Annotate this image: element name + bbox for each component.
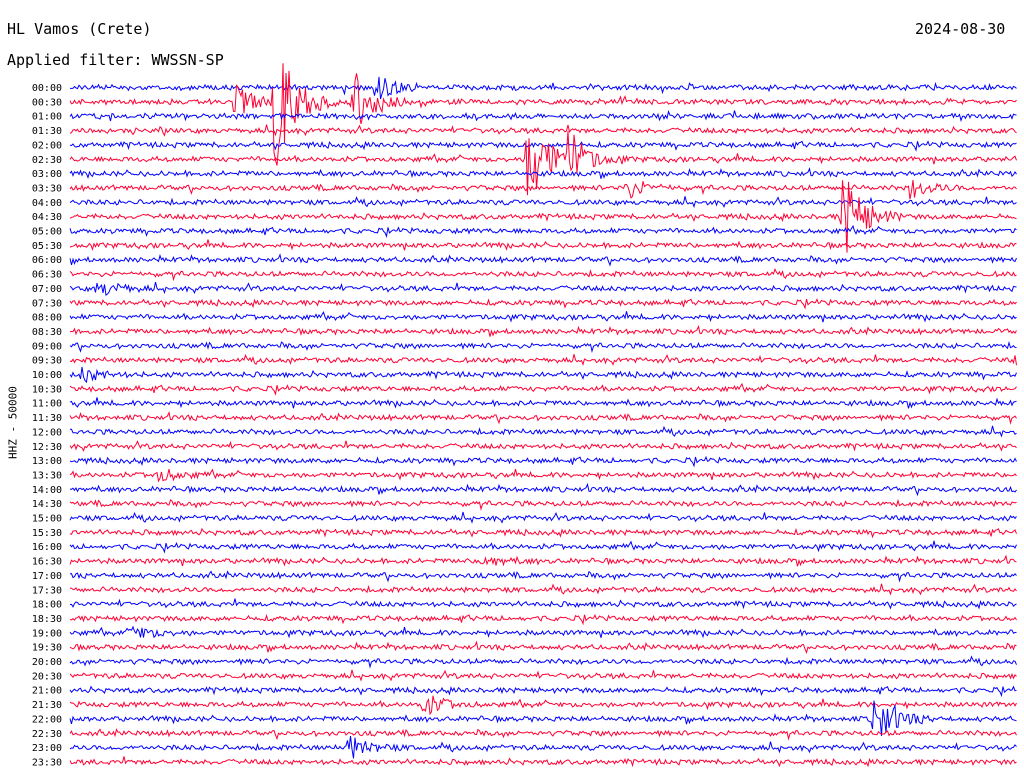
- seismic-trace: [69, 382, 1017, 396]
- time-tick-label: 00:00: [32, 83, 62, 94]
- seismic-trace: [69, 253, 1017, 267]
- time-tick-label: 12:30: [32, 442, 62, 453]
- seismic-trace: [69, 655, 1017, 669]
- seismic-trace: [69, 267, 1017, 282]
- seismic-trace: [69, 455, 1017, 468]
- time-tick-label: 16:00: [32, 542, 62, 553]
- seismic-trace: [69, 756, 1017, 768]
- seismic-trace: [69, 63, 1017, 166]
- seismic-trace: [69, 554, 1017, 567]
- time-tick-label: 14:30: [32, 499, 62, 510]
- time-tick-label: 04:00: [32, 198, 62, 209]
- seismic-trace: [69, 311, 1017, 323]
- time-tick-label: 06:00: [32, 255, 62, 266]
- time-tick-label: 19:30: [32, 643, 62, 654]
- time-tick-label: 06:30: [32, 270, 62, 281]
- time-tick-label: 12:00: [32, 427, 62, 438]
- time-tick-label: 01:00: [32, 112, 62, 123]
- seismic-trace: [69, 695, 1017, 716]
- seismic-trace: [69, 669, 1017, 682]
- time-tick-label: 20:30: [32, 671, 62, 682]
- seismic-trace: [69, 482, 1017, 497]
- time-tick-label: 19:00: [32, 628, 62, 639]
- seismic-trace: [69, 224, 1017, 238]
- time-tick-label: 13:00: [32, 456, 62, 467]
- time-tick-label: 07:30: [32, 298, 62, 309]
- time-tick-label: 08:00: [32, 313, 62, 324]
- seismic-trace: [69, 124, 1017, 137]
- seismic-trace: [69, 298, 1017, 310]
- time-tick-label: 20:00: [32, 657, 62, 668]
- time-tick-label: 16:30: [32, 557, 62, 568]
- seismic-trace: [69, 410, 1017, 425]
- seismic-trace: [69, 440, 1017, 452]
- time-tick-label: 08:30: [32, 327, 62, 338]
- seismic-trace: [69, 735, 1017, 759]
- time-tick-label: 17:30: [32, 585, 62, 596]
- seismic-trace: [69, 109, 1017, 123]
- seismic-trace: [69, 468, 1017, 483]
- seismic-trace: [69, 167, 1017, 180]
- time-tick-label: 10:30: [32, 384, 62, 395]
- filter-label: Applied filter: WWSSN-SP: [7, 51, 224, 69]
- seismic-trace: [69, 196, 1017, 209]
- seismic-trace: [69, 324, 1017, 337]
- time-tick-label: 18:00: [32, 600, 62, 611]
- time-tick-label: 14:00: [32, 485, 62, 496]
- time-tick-label: 10:00: [32, 370, 62, 381]
- seismic-trace: [69, 353, 1017, 366]
- seismic-trace: [69, 341, 1017, 354]
- date-label: 2024-08-30: [915, 20, 1006, 38]
- seismic-trace: [69, 613, 1017, 626]
- time-tick-label: 05:30: [32, 241, 62, 252]
- seismic-trace: [70, 425, 1017, 438]
- time-tick-label: 23:30: [32, 757, 62, 768]
- seismic-trace: [69, 239, 1017, 251]
- seismic-trace: [69, 540, 1017, 554]
- seismic-trace: [69, 397, 1017, 409]
- time-tick-label: 03:00: [32, 169, 62, 180]
- time-tick-label: 23:00: [32, 743, 62, 754]
- seismic-trace: [69, 281, 1017, 296]
- time-tick-label: 21:30: [32, 700, 62, 711]
- seismic-trace: [69, 180, 1017, 200]
- time-tick-label: 07:00: [32, 284, 62, 295]
- time-tick-label: 02:30: [32, 155, 62, 166]
- seismic-trace: [69, 76, 1017, 100]
- time-tick-label: 03:30: [32, 183, 62, 194]
- time-tick-label: 09:30: [32, 356, 62, 367]
- seismic-trace: [69, 685, 1017, 698]
- time-tick-label: 15:00: [32, 514, 62, 525]
- seismic-trace: [69, 131, 1017, 196]
- seismic-trace: [69, 527, 1017, 539]
- seismic-trace: [69, 598, 1017, 610]
- time-tick-label: 04:30: [32, 212, 62, 223]
- time-tick-label: 21:00: [32, 686, 62, 697]
- seismic-trace: [69, 583, 1017, 596]
- time-tick-label: 00:30: [32, 97, 62, 108]
- seismic-trace: [69, 180, 1017, 253]
- seismic-trace: [69, 498, 1017, 511]
- seismic-trace: [69, 625, 1017, 639]
- seismic-trace: [69, 640, 1017, 655]
- time-tick-label: 02:00: [32, 140, 62, 151]
- time-tick-label: 09:00: [32, 341, 62, 352]
- seismic-trace: [69, 366, 1017, 384]
- seismic-trace: [69, 728, 1017, 741]
- time-tick-label: 17:00: [32, 571, 62, 582]
- time-tick-label: 13:30: [32, 470, 62, 481]
- seismic-trace: [69, 570, 1017, 583]
- time-tick-label: 18:30: [32, 614, 62, 625]
- time-tick-label: 11:30: [32, 413, 62, 424]
- time-tick-label: 22:00: [32, 714, 62, 725]
- time-tick-label: 11:00: [32, 399, 62, 410]
- station-title: HL Vamos (Crete): [7, 20, 152, 38]
- seismic-trace: [69, 511, 1017, 524]
- seismic-trace: [69, 700, 1017, 736]
- time-tick-label: 05:00: [32, 227, 62, 238]
- time-tick-label: 15:30: [32, 528, 62, 539]
- time-tick-label: 01:30: [32, 126, 62, 137]
- time-tick-label: 22:30: [32, 729, 62, 740]
